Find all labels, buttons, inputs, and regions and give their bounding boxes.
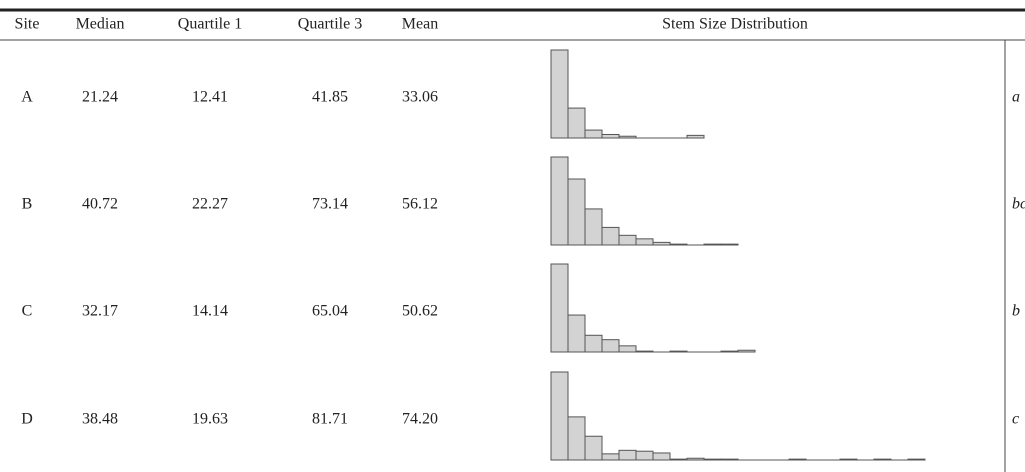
group-letter: b [1012,303,1020,320]
histogram-bar [652,452,671,461]
cell: 14.14 [192,303,228,320]
cell: 33.06 [402,89,438,106]
histogram-bar [567,416,586,461]
histogram-bar [584,208,603,246]
cell: 38.48 [82,411,118,428]
histogram-bar [567,107,586,139]
cell: 65.04 [312,303,348,320]
histogram-bar [584,334,603,353]
histogram-bar [550,49,569,139]
cell: 19.63 [192,411,228,428]
cell: 50.62 [402,303,438,320]
histogram-bar [618,449,637,461]
histogram-bar [601,453,620,461]
histogram-bar [584,129,603,139]
header-cell: Stem Size Distribution [662,16,808,33]
cell: C [22,303,33,320]
cell: D [21,411,33,428]
cell: 74.20 [402,411,438,428]
histogram-bar [635,450,654,461]
histogram-bar [618,234,637,246]
cell: 12.41 [192,89,228,106]
cell: 73.14 [312,196,348,213]
histogram-bar [567,314,586,353]
cell: 40.72 [82,196,118,213]
group-letter: bc [1012,196,1025,213]
header-cell: Quartile 1 [178,16,242,33]
histogram-bar [584,435,603,461]
histogram-bar [601,226,620,246]
header-cell: Quartile 3 [298,16,362,33]
histogram-bar [601,133,620,139]
cell: 32.17 [82,303,118,320]
group-letter: a [1012,89,1020,106]
histogram-bar [550,371,569,461]
histogram-bar [550,156,569,246]
cell: 81.71 [312,411,348,428]
group-letter: c [1012,411,1019,428]
header-cell: Median [76,16,125,33]
cell: 41.85 [312,89,348,106]
histogram-bar [550,263,569,353]
histogram-bar [618,345,637,353]
cell: 22.27 [192,196,228,213]
header-cell: Site [15,16,40,33]
histogram-bar [601,339,620,353]
histogram-bar [567,178,586,246]
cell: 21.24 [82,89,118,106]
cell: A [21,89,33,106]
header-cell: Mean [402,16,438,33]
cell: B [22,196,33,213]
cell: 56.12 [402,196,438,213]
histogram-bar [635,238,654,246]
